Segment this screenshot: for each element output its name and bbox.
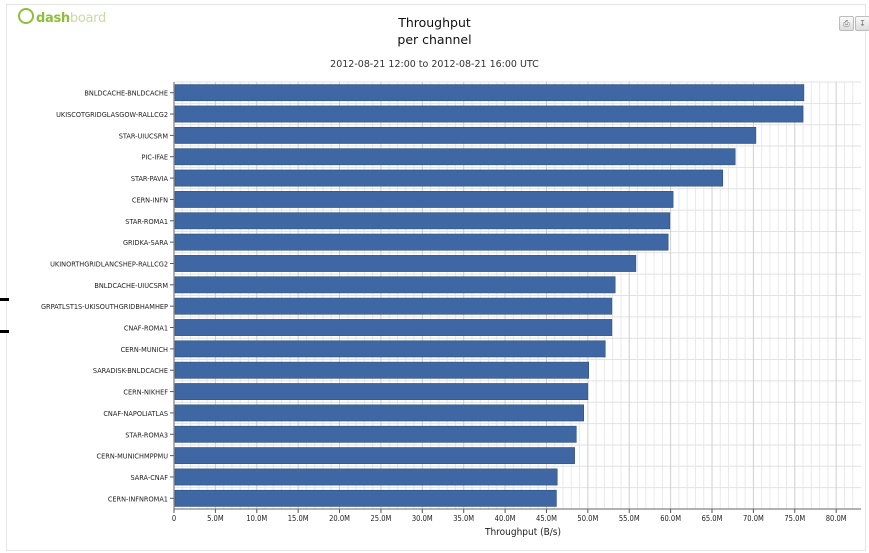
category-label: STAR-UIUCSRM bbox=[119, 131, 169, 140]
bar bbox=[174, 276, 616, 294]
x-tick-label: 35.0M bbox=[453, 514, 474, 523]
x-tick-label: 75.0M bbox=[784, 514, 805, 523]
x-tick-label: 0 bbox=[172, 514, 176, 523]
logo-ring-icon bbox=[18, 8, 34, 24]
category-label: STAR-ROMA1 bbox=[125, 217, 168, 226]
x-tick-label: 55.0M bbox=[619, 514, 640, 523]
bar bbox=[174, 233, 669, 251]
logo-prefix: dash bbox=[36, 11, 70, 26]
category-label: CERN-MUNICH bbox=[121, 345, 168, 354]
bar bbox=[174, 126, 757, 144]
edge-marker bbox=[0, 298, 9, 301]
category-label: CERN-INFNROMA1 bbox=[108, 494, 168, 503]
dashboard-logo: dashboard bbox=[18, 8, 106, 26]
bar bbox=[174, 191, 674, 208]
x-tick-label: 5.0M bbox=[207, 514, 224, 523]
chart-title-line-1: Throughput bbox=[398, 15, 471, 30]
x-tick-label: 25.0M bbox=[371, 514, 392, 523]
category-label: PIC-IFAE bbox=[141, 153, 168, 162]
category-label: CERN-MUNICHMPPMU bbox=[97, 452, 169, 461]
x-axis-label: Throughput (B/s) bbox=[484, 527, 561, 538]
bar bbox=[174, 425, 577, 443]
bar bbox=[174, 169, 724, 187]
bar bbox=[174, 404, 585, 422]
bar bbox=[174, 212, 671, 230]
category-label: UKINORTHGRIDLANCSHEP-RALLCG2 bbox=[50, 259, 168, 268]
category-label: SARADISK-BNLDCACHE bbox=[93, 366, 168, 375]
chart-title: Throughput per channel bbox=[0, 14, 869, 48]
x-tick-label: 15.0M bbox=[288, 514, 309, 523]
x-tick-label: 50.0M bbox=[577, 514, 598, 523]
logo-suffix: board bbox=[69, 11, 106, 26]
x-tick-label: 70.0M bbox=[743, 514, 764, 523]
x-tick-label: 10.0M bbox=[246, 514, 267, 523]
chart-title-line-2: per channel bbox=[397, 32, 472, 47]
bar bbox=[174, 255, 637, 272]
grid-lines bbox=[173, 81, 861, 510]
bar bbox=[174, 297, 613, 315]
x-tick-label: 65.0M bbox=[702, 514, 723, 523]
category-labels: BNLDCACHE-BNLDCACHE UKISCOTGRIDGLASGOW-RA… bbox=[41, 89, 174, 503]
edge-marker bbox=[0, 330, 9, 333]
print-icon[interactable]: ⎙ bbox=[839, 16, 854, 31]
category-label: CNAF-ROMA1 bbox=[124, 324, 168, 333]
category-label: CERN-INFN bbox=[132, 195, 168, 204]
bar bbox=[174, 468, 558, 486]
category-label: CERN-NIKHEF bbox=[123, 388, 168, 397]
bar bbox=[174, 447, 575, 465]
x-tick-label: 45.0M bbox=[536, 514, 557, 523]
category-label: CNAF-NAPOLIATLAS bbox=[103, 409, 168, 418]
category-label: UKISCOTGRIDGLASGOW-RALLCG2 bbox=[56, 110, 168, 119]
x-tick-label: 60.0M bbox=[660, 514, 681, 523]
bar bbox=[174, 319, 613, 336]
chart-subtitle: 2012-08-21 12:00 to 2012-08-21 16:00 UTC bbox=[330, 59, 539, 70]
bar bbox=[174, 340, 606, 358]
category-label: STAR-ROMA3 bbox=[125, 430, 168, 439]
category-label: BNLDCACHE-BNLDCACHE bbox=[84, 89, 168, 98]
x-tick-label: 30.0M bbox=[412, 514, 433, 523]
bars bbox=[174, 84, 805, 507]
category-label: SARA-CNAF bbox=[130, 473, 168, 482]
x-tick-label: 40.0M bbox=[495, 514, 516, 523]
bar bbox=[174, 148, 736, 166]
x-tick-label: 20.0M bbox=[329, 514, 350, 523]
bar bbox=[174, 105, 804, 123]
x-axis: 0 5.0M 10.0M 15.0M 20.0M 25.0M 30.0M 35.0M 40.0M… bbox=[172, 82, 861, 523]
category-label: GRIDKA-SARA bbox=[123, 238, 169, 247]
bar bbox=[174, 383, 589, 400]
x-tick-label: 80.0M bbox=[826, 514, 847, 523]
download-icon[interactable]: ↧ bbox=[855, 16, 869, 31]
bar bbox=[174, 489, 557, 507]
category-label: STAR-PAVIA bbox=[131, 174, 169, 183]
category-label: GRPATLST1S-UKISOUTHGRIDBHAMHEP bbox=[41, 302, 168, 311]
category-label: BNLDCACHE-UIUCSRM bbox=[94, 281, 168, 290]
bar bbox=[174, 361, 589, 379]
bar bbox=[174, 84, 805, 102]
